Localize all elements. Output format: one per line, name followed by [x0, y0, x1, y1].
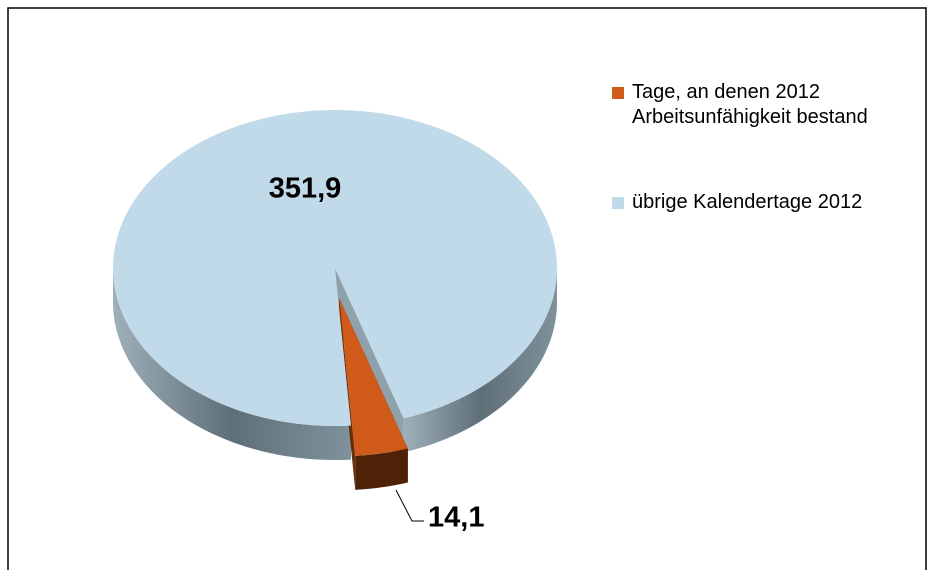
slice-side — [355, 448, 408, 490]
slice-side — [113, 268, 351, 460]
data-label: 14,1 — [428, 502, 484, 534]
chart-border — [7, 7, 927, 570]
slice-side — [403, 268, 557, 453]
legend-swatch — [612, 87, 624, 99]
slice — [113, 110, 558, 427]
pie: 351,9 14,1 — [113, 110, 558, 534]
leader-line — [395, 489, 424, 522]
slice — [339, 298, 408, 456]
legend-label: übrige Kalendertage 2012 — [632, 191, 863, 213]
legend-swatch — [612, 197, 624, 209]
legend-label: Tage, an denen 2012 Arbeitsunfähigkeit b… — [632, 81, 868, 128]
data-label: 351,9 — [269, 173, 342, 205]
